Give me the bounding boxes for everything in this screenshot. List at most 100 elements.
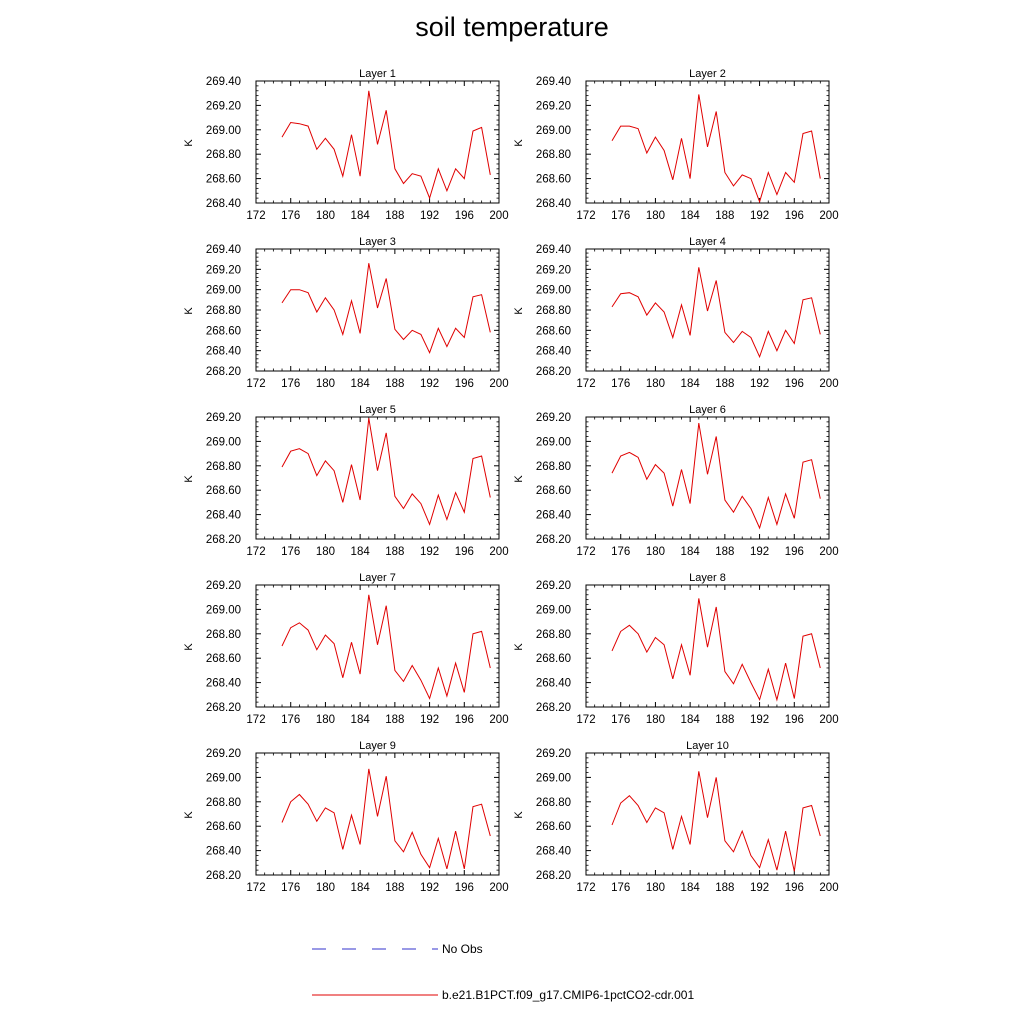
x-tick-label: 172	[576, 882, 595, 894]
x-tick-label: 196	[455, 714, 474, 726]
x-tick-label: 196	[455, 882, 474, 894]
x-tick-label: 196	[455, 546, 474, 558]
y-tick-label: 269.20	[536, 264, 571, 276]
x-tick-label: 172	[576, 546, 595, 558]
y-tick-label: 269.00	[206, 604, 241, 616]
y-tick-label: 269.20	[206, 580, 241, 592]
x-tick-label: 188	[385, 378, 404, 390]
legend-label-model: b.e21.B1PCT.f09_g17.CMIP6-1pctCO2-cdr.00…	[442, 988, 695, 1002]
y-axis-label: K	[183, 475, 195, 483]
series-line-1	[611, 267, 821, 359]
y-tick-label: 268.40	[206, 678, 241, 690]
y-tick-label: 268.60	[536, 174, 571, 186]
plot-frame	[585, 416, 830, 540]
y-tick-label: 269.40	[536, 244, 571, 256]
panel-title: Layer 7	[359, 572, 396, 584]
y-tick-label: 268.20	[536, 366, 571, 378]
x-tick-label: 192	[420, 546, 439, 558]
y-tick-label: 268.60	[536, 485, 571, 497]
x-tick-label: 172	[246, 378, 265, 390]
x-tick-label: 188	[715, 210, 734, 222]
x-tick-label: 184	[351, 378, 371, 390]
y-tick-label: 268.60	[206, 821, 241, 833]
plot-frame	[255, 248, 500, 372]
y-axis-label: K	[183, 139, 195, 147]
y-tick-label: 269.40	[206, 244, 241, 256]
x-tick-label: 184	[351, 714, 371, 726]
x-tick-label: 192	[420, 210, 439, 222]
x-tick-label: 180	[646, 546, 665, 558]
y-tick-label: 268.60	[536, 821, 571, 833]
x-tick-label: 188	[385, 210, 404, 222]
y-tick-label: 268.40	[536, 678, 571, 690]
x-tick-label: 172	[576, 714, 595, 726]
panel-title: Layer 6	[689, 404, 726, 416]
x-tick-label: 196	[785, 378, 804, 390]
x-tick-label: 192	[420, 378, 439, 390]
y-tick-label: 268.20	[206, 702, 241, 714]
x-tick-label: 200	[819, 210, 838, 222]
x-tick-label: 192	[750, 714, 769, 726]
y-tick-label: 268.80	[206, 305, 241, 317]
y-tick-label: 268.40	[206, 198, 241, 210]
series-line-1	[281, 90, 491, 200]
panel-layer-7: 172 176 180 184 188 192 196 200 268.20 268.40 268.…	[183, 572, 509, 726]
x-tick-label: 180	[316, 378, 335, 390]
panel-layer-6: 172 176 180 184 188 192 196 200 268.20 268.40 268.…	[513, 404, 839, 558]
panel-title: Layer 3	[359, 236, 396, 248]
x-tick-label: 176	[611, 546, 630, 558]
legend-label-no-obs: No Obs	[442, 942, 483, 956]
x-tick-label: 176	[611, 210, 630, 222]
y-tick-label: 268.80	[536, 305, 571, 317]
series-line-1	[611, 423, 821, 530]
x-tick-label: 176	[281, 210, 300, 222]
panel-layer-2: 172 176 180 184 188 192 196 200 268.40 268.60 268.…	[513, 68, 839, 222]
y-tick-label: 269.00	[206, 125, 241, 137]
panel-title: Layer 10	[686, 740, 729, 752]
panel-title: Layer 9	[359, 740, 396, 752]
x-tick-label: 180	[316, 882, 335, 894]
y-tick-label: 268.60	[206, 485, 241, 497]
y-tick-label: 268.80	[206, 461, 241, 473]
y-axis-label: K	[513, 811, 525, 819]
x-tick-label: 184	[351, 210, 371, 222]
x-tick-label: 176	[281, 378, 300, 390]
x-tick-label: 188	[715, 882, 734, 894]
page-title: soil temperature	[415, 12, 609, 42]
x-tick-label: 180	[646, 378, 665, 390]
y-axis-label: K	[183, 643, 195, 651]
x-tick-label: 172	[246, 882, 265, 894]
x-tick-label: 200	[489, 210, 508, 222]
y-tick-label: 269.00	[536, 125, 571, 137]
legend-line-no-obs	[312, 948, 438, 950]
plot-frame	[255, 416, 500, 540]
series-line-1	[611, 598, 821, 702]
series-line-1	[611, 94, 821, 204]
y-tick-label: 269.00	[206, 285, 241, 297]
x-tick-label: 188	[715, 378, 734, 390]
x-tick-label: 184	[681, 378, 701, 390]
y-tick-label: 268.40	[206, 846, 241, 858]
y-tick-label: 268.80	[536, 461, 571, 473]
y-tick-label: 268.20	[536, 870, 571, 882]
y-tick-label: 269.20	[206, 264, 241, 276]
y-tick-label: 268.40	[536, 846, 571, 858]
x-tick-label: 184	[681, 210, 701, 222]
x-tick-label: 196	[785, 714, 804, 726]
y-tick-label: 269.20	[206, 412, 241, 424]
y-tick-label: 268.20	[206, 534, 241, 546]
plot-frame	[585, 752, 830, 876]
y-tick-label: 268.40	[536, 510, 571, 522]
x-tick-label: 188	[715, 714, 734, 726]
x-tick-label: 184	[351, 546, 371, 558]
y-tick-label: 269.20	[536, 748, 571, 760]
y-tick-label: 268.80	[536, 797, 571, 809]
series-line-1	[281, 768, 491, 870]
x-tick-label: 192	[420, 882, 439, 894]
x-tick-label: 176	[281, 882, 300, 894]
x-tick-label: 200	[819, 546, 838, 558]
x-tick-label: 200	[489, 714, 508, 726]
plot-frame	[255, 584, 500, 708]
x-tick-label: 192	[750, 378, 769, 390]
